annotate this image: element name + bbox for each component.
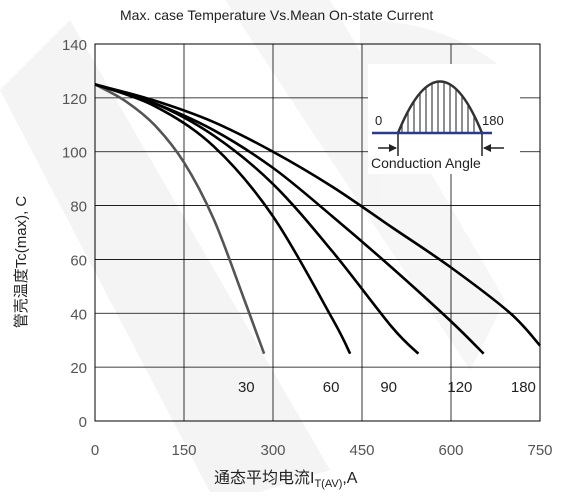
y-tick-labels: 0 20 40 60 80 100 120 140 xyxy=(62,37,87,431)
y-tick-label: 0 xyxy=(79,414,87,431)
x-tick-labels: 0 150 300 450 600 750 xyxy=(91,442,553,459)
y-tick-label: 140 xyxy=(62,37,87,54)
series-label-120: 120 xyxy=(447,379,472,396)
x-tick-label: 150 xyxy=(171,442,196,459)
inset-label-180: 180 xyxy=(482,113,504,128)
x-axis-label-suffix: ,A xyxy=(342,470,357,487)
inset-hatch xyxy=(401,81,475,133)
y-tick-label: 20 xyxy=(70,360,87,377)
x-axis-label-sub: T(AV) xyxy=(314,478,342,490)
plot-frame xyxy=(94,43,541,422)
series-label-30: 30 xyxy=(238,379,255,396)
x-axis-label: 通态平均电流IT(AV),A xyxy=(214,469,358,490)
inset-caption: Conduction Angle xyxy=(371,155,481,171)
series-line-60 xyxy=(94,83,352,355)
plot-border xyxy=(94,43,541,422)
series-label-90: 90 xyxy=(380,379,397,396)
y-tick-label: 60 xyxy=(70,252,87,269)
x-tick-label: 0 xyxy=(91,442,99,459)
series-lines xyxy=(94,83,541,355)
series-label-60: 60 xyxy=(323,379,340,396)
x-tick-label: 300 xyxy=(260,442,285,459)
series-line-180 xyxy=(94,83,541,347)
x-tick-label: 450 xyxy=(349,442,374,459)
inset-waveform xyxy=(396,80,484,134)
x-tick-label: 600 xyxy=(438,442,463,459)
y-axis-label: 管壳温度Tc(max), C xyxy=(13,196,30,329)
inset-label-0: 0 xyxy=(375,113,382,128)
series-label-180: 180 xyxy=(511,379,536,396)
series-labels: 30 60 90 120 180 xyxy=(238,379,536,396)
series-line-30 xyxy=(94,83,266,355)
x-axis-label-main: 通态平均电流I xyxy=(214,469,314,487)
x-tick-label: 750 xyxy=(527,442,552,459)
conduction-angle-inset: 0 180 Conduction Angle xyxy=(368,64,520,174)
y-tick-label: 100 xyxy=(62,145,87,162)
y-tick-label: 40 xyxy=(70,306,87,323)
chart-title: Max. case Temperature Vs.Mean On-state C… xyxy=(120,7,433,23)
inset-left-arrowhead xyxy=(389,144,397,152)
y-tick-label: 80 xyxy=(70,199,87,216)
inset-right-arrowhead xyxy=(483,144,491,152)
series-line-120 xyxy=(94,83,485,355)
y-tick-label: 120 xyxy=(62,91,87,108)
